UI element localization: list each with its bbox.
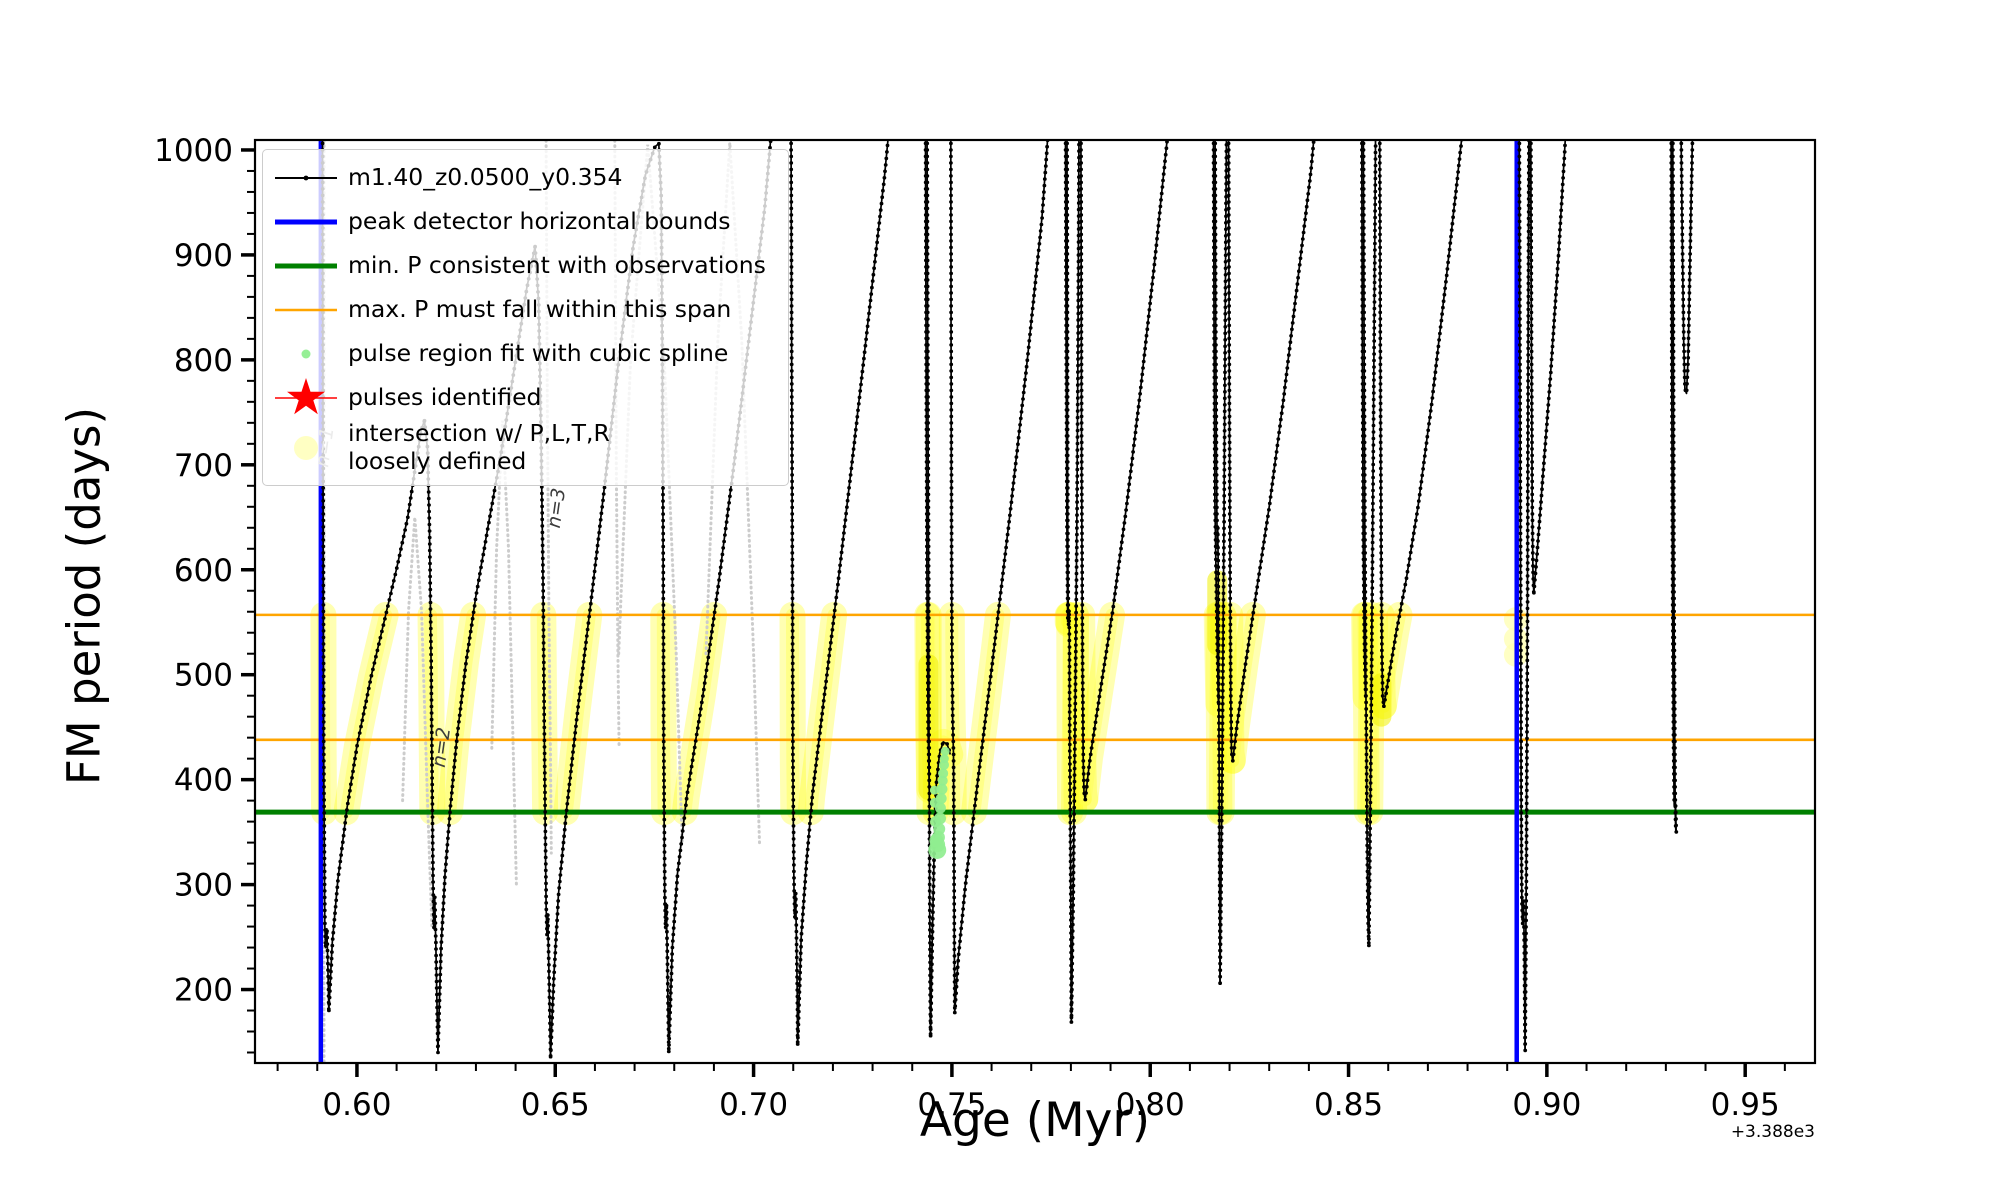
legend-label: max. P must fall within this span xyxy=(348,295,732,324)
y-tick-label: 900 xyxy=(174,238,233,274)
legend-label: intersection w/ P,L,T,R loosely defined xyxy=(348,419,610,475)
x-tick-label: 0.60 xyxy=(322,1087,391,1123)
legend-label: pulse region fit with cubic spline xyxy=(348,339,729,368)
legend-entry: peak detector horizontal bounds xyxy=(273,200,766,244)
x-tick-label: 0.70 xyxy=(719,1087,788,1123)
legend-label: pulses identified xyxy=(348,383,542,412)
y-tick-label: 700 xyxy=(174,448,233,484)
y-tick-label: 400 xyxy=(174,763,233,799)
y-tick-label: 300 xyxy=(174,868,233,904)
y-tick-label: 800 xyxy=(174,343,233,379)
legend-entry: min. P consistent with observations xyxy=(273,244,766,288)
legend-entry: intersection w/ P,L,T,R loosely defined xyxy=(273,419,766,475)
legend-marker-star-icon xyxy=(273,376,339,420)
x-tick-label: 0.80 xyxy=(1116,1087,1185,1123)
legend-marker-line-icon xyxy=(273,200,339,244)
legend-marker-dotline-icon xyxy=(273,156,339,200)
x-axis-offset-text: +3.388e3 xyxy=(1730,1122,1815,1142)
x-tick-label: 0.95 xyxy=(1711,1087,1780,1123)
x-tick-label: 0.85 xyxy=(1314,1087,1383,1123)
y-tick-label: 500 xyxy=(174,658,233,694)
legend-marker-line-icon xyxy=(273,244,339,288)
legend-marker-line-icon xyxy=(273,288,339,332)
legend-entry: max. P must fall within this span xyxy=(273,288,766,332)
legend-label: min. P consistent with observations xyxy=(348,251,766,280)
x-tick-label: 0.90 xyxy=(1512,1087,1581,1123)
x-tick-label: 0.65 xyxy=(521,1087,590,1123)
legend-marker-dot-icon xyxy=(273,332,339,376)
x-axis-label: Age (Myr) xyxy=(919,1093,1151,1148)
x-tick-label: 0.75 xyxy=(917,1087,986,1123)
y-axis-label: FM period (days) xyxy=(57,407,111,785)
legend-marker-bigdot-icon xyxy=(273,426,339,470)
legend-entry: pulses identified xyxy=(273,376,766,420)
axis-ticks xyxy=(241,148,1786,1077)
y-tick-label: 200 xyxy=(174,973,233,1009)
legend-label: peak detector horizontal bounds xyxy=(348,207,731,236)
y-tick-label: 1000 xyxy=(154,133,233,169)
legend-entry: pulse region fit with cubic spline xyxy=(273,332,766,376)
tick-labels: 0.60 0.65 0.70 0.75 0.80 0.85 0.90 0.95 200 300 40… xyxy=(154,133,1780,1123)
y-tick-label: 600 xyxy=(174,553,233,589)
legend-label: m1.40_z0.0500_y0.354 xyxy=(348,163,623,192)
axes-spines xyxy=(253,138,1817,1065)
spline-fit-dots xyxy=(928,746,950,859)
legend-entry: m1.40_z0.0500_y0.354 xyxy=(273,156,766,200)
